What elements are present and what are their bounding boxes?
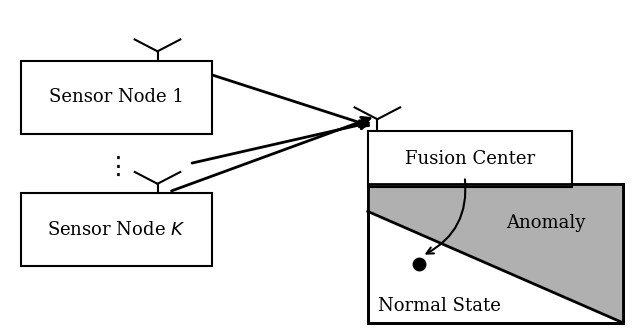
Bar (368, 184, 623, 323)
Bar (20, 193, 212, 267)
Bar (20, 61, 212, 134)
Text: $\vdots$: $\vdots$ (105, 155, 121, 179)
Text: Normal State: Normal State (378, 297, 500, 315)
Bar (368, 131, 572, 187)
Text: Fusion Center: Fusion Center (404, 150, 535, 168)
Bar (368, 184, 623, 323)
Text: Sensor Node 1: Sensor Node 1 (49, 89, 184, 107)
Text: Anomaly: Anomaly (506, 213, 586, 231)
Text: Sensor Node $K$: Sensor Node $K$ (47, 221, 186, 239)
Polygon shape (368, 184, 623, 323)
